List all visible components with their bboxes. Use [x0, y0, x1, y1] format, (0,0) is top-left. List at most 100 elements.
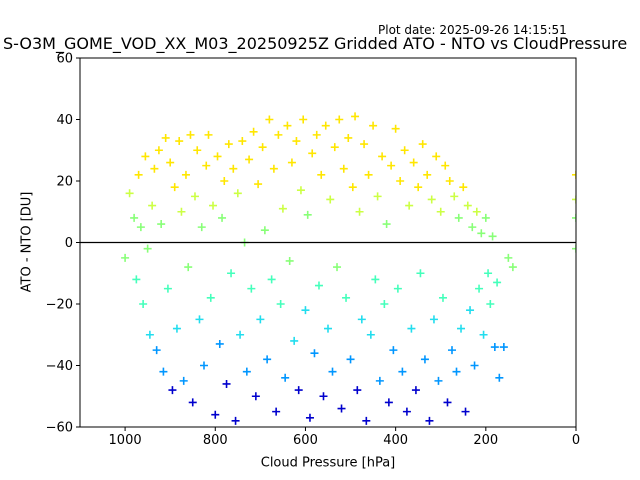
- y-tick-label: −40: [46, 359, 73, 374]
- data-point: [263, 355, 272, 364]
- data-point: [436, 207, 445, 216]
- data-point: [247, 284, 256, 293]
- data-point: [215, 339, 224, 348]
- data-point: [398, 367, 407, 376]
- data-point: [466, 306, 475, 315]
- data-point: [364, 170, 373, 179]
- data-point: [168, 386, 177, 395]
- data-point: [175, 137, 184, 146]
- data-point: [445, 177, 454, 185]
- data-point: [294, 386, 303, 395]
- data-point: [463, 201, 472, 210]
- data-point: [450, 192, 459, 201]
- data-point: [366, 330, 375, 339]
- data-point: [121, 253, 130, 262]
- data-point: [438, 293, 447, 302]
- data-point: [193, 146, 202, 155]
- data-point: [396, 177, 405, 185]
- data-point: [572, 213, 576, 222]
- data-point: [375, 376, 384, 385]
- data-point: [276, 300, 285, 308]
- data-point: [200, 361, 208, 370]
- data-point: [391, 124, 400, 133]
- data-point: [448, 346, 456, 355]
- data-point: [405, 201, 414, 210]
- data-point: [238, 137, 247, 146]
- x-tick-label: 600: [293, 433, 318, 448]
- data-point: [204, 130, 213, 139]
- data-point: [384, 398, 393, 407]
- data-point: [172, 324, 181, 333]
- data-point: [159, 367, 168, 376]
- data-point: [443, 398, 452, 407]
- data-point: [414, 183, 423, 192]
- data-point: [260, 226, 269, 235]
- data-point: [136, 223, 145, 232]
- data-points: [121, 112, 576, 425]
- data-point: [150, 164, 159, 173]
- data-point: [245, 155, 254, 164]
- data-point: [470, 361, 479, 370]
- data-point: [170, 183, 179, 192]
- data-point: [362, 416, 371, 425]
- data-point: [258, 143, 267, 152]
- data-point: [141, 152, 150, 161]
- data-point: [184, 263, 193, 272]
- data-point: [274, 130, 283, 139]
- data-point: [333, 263, 342, 272]
- data-point: [209, 201, 218, 210]
- data-point: [190, 192, 199, 201]
- data-point: [283, 121, 292, 130]
- data-point: [452, 367, 461, 376]
- data-point: [195, 315, 204, 324]
- data-point: [339, 164, 348, 173]
- data-point: [218, 213, 227, 222]
- x-axis-label: Cloud Pressure [hPa]: [260, 455, 396, 471]
- data-point: [490, 343, 499, 352]
- data-point: [312, 130, 321, 139]
- data-point: [267, 275, 276, 284]
- data-point: [477, 229, 486, 238]
- data-point: [242, 367, 251, 376]
- data-point: [486, 300, 495, 308]
- y-tick-label: 0: [65, 236, 73, 251]
- plot-date-label: Plot date: 2025-09-26 14:15:51: [378, 23, 567, 37]
- data-point: [290, 336, 299, 345]
- data-point: [360, 140, 369, 149]
- data-point: [495, 373, 504, 382]
- data-point: [229, 164, 238, 173]
- data-point: [278, 204, 287, 213]
- data-point: [461, 407, 470, 416]
- data-point: [475, 284, 484, 293]
- data-point: [177, 207, 186, 216]
- data-point: [222, 379, 231, 388]
- data-point: [434, 376, 443, 385]
- data-point: [281, 373, 290, 382]
- data-point: [163, 284, 172, 293]
- data-point: [206, 293, 215, 302]
- data-point: [157, 220, 166, 229]
- data-point: [427, 195, 436, 204]
- data-point: [508, 263, 517, 272]
- data-point: [572, 195, 576, 204]
- data-point: [152, 346, 161, 355]
- y-tick-label: −20: [46, 298, 73, 313]
- data-point: [319, 392, 328, 401]
- data-point: [166, 158, 175, 167]
- data-point: [269, 164, 278, 173]
- data-point: [305, 413, 314, 422]
- x-tick-label: 800: [203, 433, 228, 448]
- data-point: [186, 130, 195, 139]
- data-point: [285, 256, 294, 265]
- data-point: [251, 392, 260, 401]
- data-point: [236, 330, 245, 339]
- data-point: [249, 127, 258, 136]
- data-point: [254, 180, 263, 189]
- data-point: [161, 133, 170, 142]
- data-point: [493, 278, 502, 287]
- data-point: [181, 170, 190, 179]
- data-point: [125, 189, 134, 198]
- data-point: [145, 330, 154, 339]
- x-tick-label: 200: [473, 433, 498, 448]
